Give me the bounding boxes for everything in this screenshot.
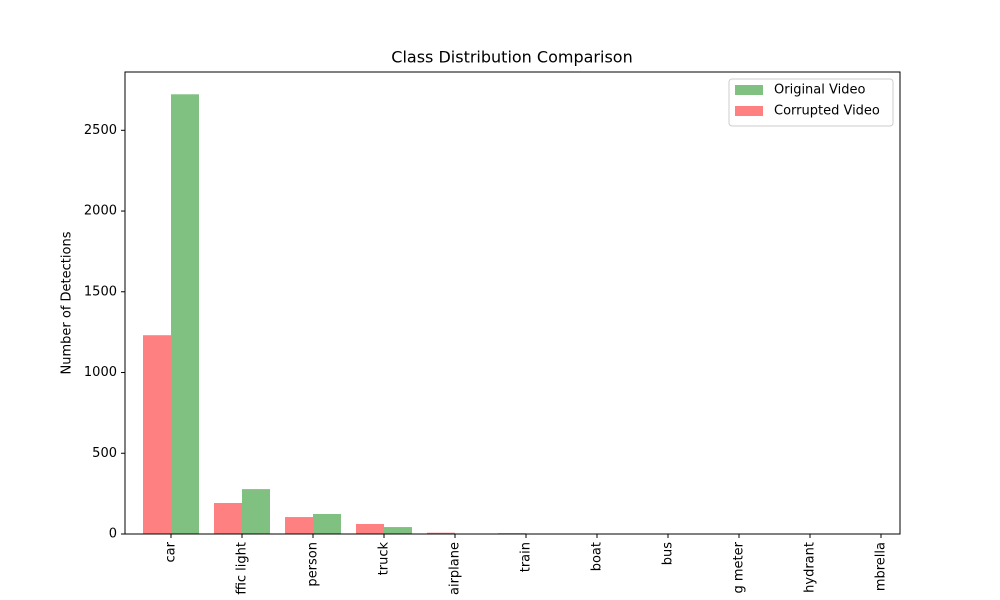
y-axis-label: Number of Detections (60, 231, 75, 374)
legend-frame (728, 78, 894, 127)
plot-frame (124, 71, 901, 535)
legend-label: Original Video (774, 83, 865, 98)
x-tick-label: boat (590, 542, 605, 571)
x-tick-label: ffic light (235, 542, 250, 595)
legend: Original Video Corrupted Video (728, 78, 894, 127)
bar (143, 335, 171, 534)
legend-swatch (735, 106, 763, 116)
y-tick-label: 2500 (84, 123, 117, 138)
x-tick-label: hydrant (803, 542, 818, 593)
bar (171, 94, 199, 534)
x-tick-label: truck (377, 542, 392, 576)
legend-swatch (735, 85, 763, 95)
x-tick-label: airplane (448, 542, 463, 595)
y-tick-label: 1500 (84, 284, 117, 299)
bar (242, 489, 270, 534)
bar (384, 527, 412, 534)
x-tick-label: bus (661, 542, 676, 565)
y-tick-label: 1000 (84, 365, 117, 380)
y-tick-label: 0 (109, 527, 117, 542)
bar (285, 517, 313, 534)
x-tick-label: mbrella (874, 542, 889, 591)
bar (313, 513, 341, 534)
y-tick-label: 500 (92, 446, 117, 461)
x-tick-label: car (164, 541, 179, 562)
x-tick-label: train (519, 542, 534, 572)
y-tick-label: 2000 (84, 204, 117, 219)
x-tick-label: person (306, 542, 321, 587)
chart-title: Class Distribution Comparison (391, 48, 632, 67)
bar (356, 523, 384, 534)
x-tick-label: g meter (732, 541, 747, 593)
bar (214, 502, 242, 534)
legend-label: Corrupted Video (774, 104, 880, 119)
bar (427, 532, 455, 534)
